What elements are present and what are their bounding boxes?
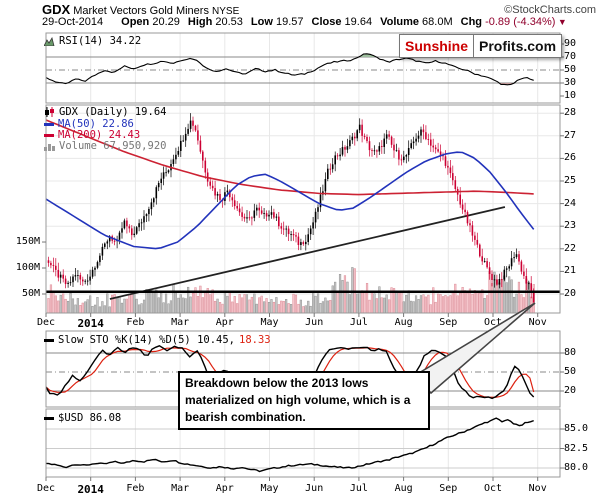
y-axis-label: 22 xyxy=(564,242,577,254)
volume-bars-icon xyxy=(44,143,55,151)
month-label: Apr xyxy=(215,483,234,494)
month-label: Jun xyxy=(305,483,324,494)
quote-item: Volume 68.0M xyxy=(380,16,453,28)
ticker-name: Market Vectors Gold Miners xyxy=(73,5,209,17)
y-axis-label: 26 xyxy=(564,152,577,164)
quote-values: Open 20.29 High 20.53 Low 19.57 Close 19.64… xyxy=(121,16,567,28)
stockcharts-copyright: ©StockCharts.com xyxy=(504,4,596,16)
month-label: Apr xyxy=(215,317,234,328)
volume-axis-label: 100M xyxy=(15,262,40,273)
month-label: Nov xyxy=(528,317,547,328)
month-label: Nov xyxy=(528,483,547,494)
month-label: Oct xyxy=(483,317,503,328)
y-axis-label: 90 xyxy=(564,38,577,49)
logo-sunshine: Sunshine xyxy=(400,35,475,57)
ma50-line-icon xyxy=(44,122,54,126)
month-label: Mar xyxy=(171,317,190,328)
sto-line-icon xyxy=(44,338,54,342)
y-axis-label: 25 xyxy=(564,175,577,186)
month-label: Jul xyxy=(349,317,368,328)
quote-item: Low 19.57 xyxy=(250,16,304,28)
y-axis-label: 50 xyxy=(564,64,577,75)
month-label: Dec xyxy=(36,317,56,328)
month-label: Sep xyxy=(439,317,458,328)
down-triangle-icon: ▼ xyxy=(555,17,567,27)
sto-d-value: 18.33 xyxy=(239,334,271,346)
quote-date: 29-Oct-2014 xyxy=(42,16,104,28)
quote-item: High 20.53 xyxy=(187,16,243,28)
y-axis-label: 28 xyxy=(564,107,577,119)
month-label: Sep xyxy=(439,483,458,494)
quote-item: Open 20.29 xyxy=(121,16,180,28)
y-axis-label: 21 xyxy=(564,265,577,277)
usd-line-icon xyxy=(44,416,54,420)
month-label: Feb xyxy=(126,317,145,328)
y-axis-label: 80 xyxy=(564,347,577,358)
ticker-symbol: GDX xyxy=(42,2,71,17)
month-label: Dec xyxy=(36,483,56,494)
volume-legend-text: Volume 67,950,920 xyxy=(59,140,167,152)
ma200-line-icon xyxy=(44,133,54,137)
price-legend: GDX (Daily) 19.64 xyxy=(44,106,166,118)
area-chart-icon xyxy=(44,36,55,46)
sunshine-profits-logo[interactable]: Sunshine Profits.com xyxy=(399,34,563,58)
y-axis-label: 24 xyxy=(564,197,577,209)
y-axis-label: 30 xyxy=(564,77,577,88)
usd-legend: $USD 86.08 xyxy=(44,412,121,424)
y-axis-label: 20 xyxy=(564,384,577,396)
month-label: 2014 xyxy=(77,317,104,330)
volume-axis-label: 150M xyxy=(15,236,40,248)
usd-legend-text: $USD 86.08 xyxy=(58,412,122,424)
y-axis-label: 70 xyxy=(564,51,577,62)
quote-item: Chg -0.89 (-4.34%) ▼ xyxy=(460,16,567,28)
quote-line: 29-Oct-2014 Open 20.29 High 20.53 Low 19.5… xyxy=(42,16,567,28)
y-axis-label: 85.0 xyxy=(564,423,589,434)
annotation-callout: Breakdown below the 2013 lows materializ… xyxy=(178,371,430,430)
month-label: Jul xyxy=(349,483,368,494)
volume-legend: Volume 67,950,920 xyxy=(44,140,166,152)
chart-header: GDX Market Vectors Gold Miners NYSE xyxy=(42,2,239,17)
candlestick-icon xyxy=(45,107,54,117)
rsi-legend: RSI(14) 34.22 xyxy=(44,35,141,47)
month-label: Aug xyxy=(394,483,413,494)
y-axis-label: 50 xyxy=(564,366,577,377)
volume-axis-label: 50M xyxy=(21,288,40,299)
y-axis-label: 23 xyxy=(564,220,577,232)
month-label: Mar xyxy=(171,483,190,494)
y-axis-label: 82.5 xyxy=(564,442,589,454)
sto-legend: Slow STO %K(14) %D(5) 10.45, 18.33 xyxy=(44,334,271,346)
month-label: May xyxy=(260,317,279,328)
month-label: Jun xyxy=(305,317,324,328)
month-label: Oct xyxy=(483,483,503,494)
y-axis-label: 80.0 xyxy=(564,462,589,473)
month-label: May xyxy=(260,483,279,494)
month-label: 2014 xyxy=(77,483,104,496)
y-axis-label: 10 xyxy=(564,90,577,101)
y-axis-label: 27 xyxy=(564,129,577,141)
month-label: Feb xyxy=(126,483,145,494)
price-legend-text: GDX (Daily) 19.64 xyxy=(59,106,167,118)
logo-profits: Profits.com xyxy=(479,38,557,54)
sto-legend-text: Slow STO %K(14) %D(5) 10.45, xyxy=(58,334,236,346)
rsi-legend-text: RSI(14) 34.22 xyxy=(59,35,142,47)
quote-item: Close 19.64 xyxy=(311,16,373,28)
y-axis-label: 20 xyxy=(564,288,577,299)
exchange-label: NYSE xyxy=(212,6,240,17)
month-label: Aug xyxy=(394,317,413,328)
